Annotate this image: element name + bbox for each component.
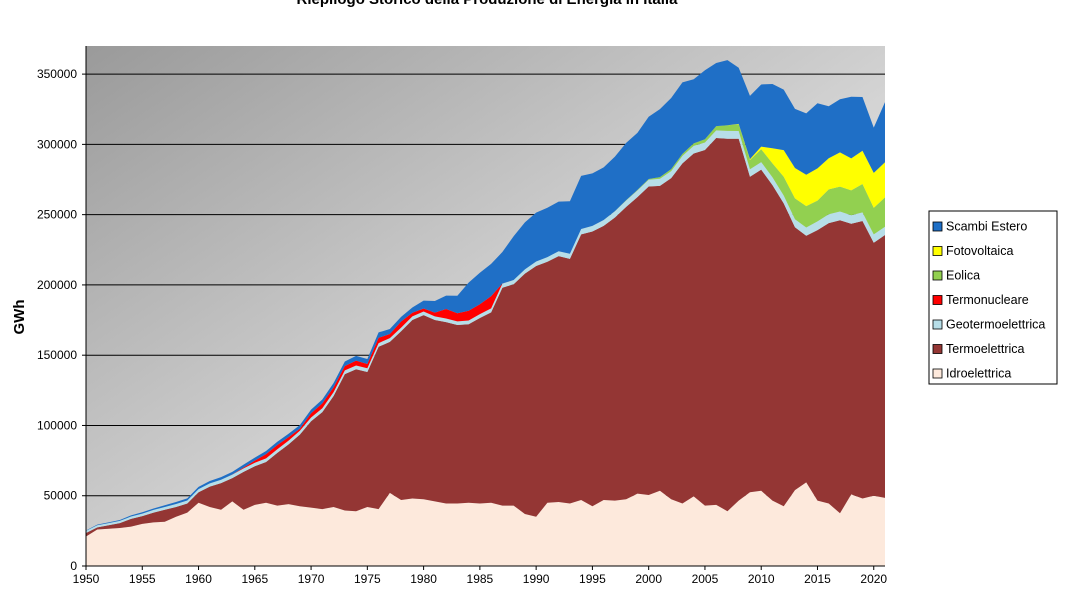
legend-swatch [932, 246, 943, 256]
x-tick-label: 2000 [635, 572, 662, 586]
y-axis-ticks: 0 50000 100000 150000 200000 250000 300000 3500… [37, 67, 86, 573]
y-axis-title: GWh [11, 300, 28, 335]
x-tick-label: 2010 [748, 572, 775, 586]
legend-swatch [932, 295, 943, 305]
x-tick-label: 1970 [298, 572, 325, 586]
legend-label: Fotovoltaica [946, 244, 1013, 258]
x-tick-label: 2005 [692, 572, 719, 586]
y-tick-label: 0 [70, 559, 77, 573]
legend-label: Termonucleare [946, 293, 1029, 307]
x-axis-ticks: 1950 1955 1960 1965 1970 1975 1980 1985 1990 1995… [73, 566, 887, 586]
legend-swatch [932, 270, 943, 281]
legend-label: Geotermoelettrica [946, 318, 1045, 332]
legend-box [928, 210, 1058, 385]
legend: Scambi Estero Fotovoltaica Eolica Termonucl… [928, 210, 1058, 385]
x-tick-label: 1980 [410, 572, 437, 586]
y-tick-label: 300000 [37, 137, 77, 151]
area-scambi-estero [86, 60, 885, 531]
x-tick-label: 1995 [579, 572, 606, 586]
y-tick-label: 50000 [44, 489, 78, 503]
x-tick-label: 1955 [129, 572, 156, 586]
legend-label: Termoelettrica [946, 342, 1025, 356]
x-tick-label: 1990 [523, 572, 550, 586]
y-tick-label: 200000 [37, 278, 77, 292]
axes [85, 46, 885, 567]
legend-swatch [932, 319, 943, 330]
y-tick-label: 350000 [37, 67, 77, 81]
legend-label: Scambi Estero [946, 220, 1027, 234]
legend-swatch [932, 221, 943, 232]
area-idroelettrica [86, 482, 885, 566]
legend-swatch [932, 368, 943, 379]
chart-title: Riepilogo Storico della Produzione di En… [297, 0, 679, 8]
area-termoelettrica [86, 138, 885, 537]
legend-label: Eolica [946, 269, 980, 283]
x-tick-label: 1950 [73, 572, 100, 586]
y-tick-label: 150000 [37, 348, 77, 362]
x-tick-label: 1965 [241, 572, 268, 586]
x-tick-label: 1960 [185, 572, 212, 586]
legend-label: Idroelettrica [946, 367, 1011, 381]
x-tick-label: 1975 [354, 572, 381, 586]
x-tick-label: 2020 [860, 572, 887, 586]
y-tick-label: 100000 [37, 418, 77, 432]
y-tick-label: 250000 [37, 208, 77, 222]
legend-swatch [932, 344, 943, 354]
x-tick-label: 2015 [804, 572, 831, 586]
area-series [86, 60, 885, 566]
x-tick-label: 1985 [467, 572, 494, 586]
